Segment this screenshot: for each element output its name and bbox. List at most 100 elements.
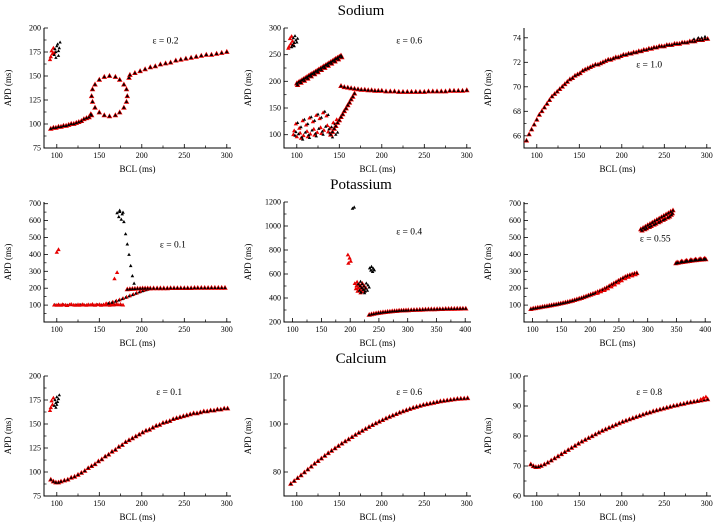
- svg-text:200: 200: [344, 325, 356, 334]
- svg-text:200: 200: [269, 318, 281, 327]
- svg-text:100: 100: [269, 420, 281, 429]
- svg-text:BCL (ms): BCL (ms): [600, 338, 636, 348]
- row-title-potassium: Potassium: [330, 177, 392, 193]
- svg-text:200: 200: [509, 284, 521, 293]
- chart-potassium-eps-0-4: 100 150 200 250 300 350 400 200 400 600 800 1000 120…: [240, 195, 480, 350]
- svg-text:70: 70: [513, 82, 521, 91]
- svg-text:ε = 0.6: ε = 0.6: [396, 37, 422, 47]
- chart-potassium-eps-0-1: 100 150 200 250 300 100 200 300 400 500 600 700 BCL …: [0, 195, 240, 350]
- svg-text:250: 250: [269, 50, 281, 59]
- svg-text:ε = 0.2: ε = 0.2: [153, 37, 179, 47]
- svg-text:ε = 0.1: ε = 0.1: [156, 388, 182, 398]
- svg-text:600: 600: [269, 270, 281, 279]
- row-sodium: Sodium 100 150 200 250 300 75 100 125 150 175 200 B…: [0, 2, 722, 176]
- svg-text:1000: 1000: [265, 222, 281, 231]
- plot-svg: 100 150 200 250 300 60 70 80 90 100 BCL (ms) APD (m…: [483, 372, 713, 523]
- svg-text:100: 100: [287, 325, 299, 334]
- svg-text:66: 66: [513, 131, 521, 140]
- potassium-charts: 100 150 200 250 300 100 200 300 400 500 600 700 BCL …: [0, 195, 722, 350]
- svg-text:ε = 0.6: ε = 0.6: [396, 388, 422, 398]
- svg-text:350: 350: [671, 325, 683, 334]
- svg-text:APD (ms): APD (ms): [3, 70, 13, 107]
- svg-text:80: 80: [273, 468, 281, 477]
- svg-text:350: 350: [431, 325, 443, 334]
- plot-svg: 100 150 200 250 300 350 400 100 200 300 400 500 600 7…: [483, 199, 711, 348]
- svg-text:75: 75: [33, 144, 41, 153]
- svg-text:250: 250: [658, 499, 670, 508]
- svg-text:400: 400: [459, 325, 471, 334]
- svg-text:ε = 0.4: ε = 0.4: [396, 227, 422, 237]
- svg-text:150: 150: [29, 420, 41, 429]
- svg-text:250: 250: [373, 325, 385, 334]
- svg-text:75: 75: [33, 492, 41, 501]
- chart-calcium-eps-0-8: 100 150 200 250 300 60 70 80 90 100 BCL (ms) APD (m…: [480, 369, 720, 524]
- svg-text:500: 500: [29, 233, 41, 242]
- svg-text:300: 300: [642, 325, 654, 334]
- svg-text:100: 100: [291, 151, 303, 160]
- svg-text:200: 200: [136, 499, 148, 508]
- svg-text:74: 74: [513, 33, 521, 42]
- chart-calcium-eps-0-1: 100 150 200 250 300 75 100 125 150 175 200 BCL (ms)…: [0, 369, 240, 524]
- svg-text:100: 100: [527, 325, 539, 334]
- plot-svg: 100 150 200 250 300 66 68 70 72 74 BCL (ms) APD (ms…: [483, 28, 713, 174]
- svg-text:150: 150: [555, 325, 567, 334]
- svg-text:ε = 0.8: ε = 0.8: [636, 388, 662, 398]
- svg-text:200: 200: [584, 325, 596, 334]
- calcium-charts: 100 150 200 250 300 75 100 125 150 175 200 BCL (ms)…: [0, 369, 722, 524]
- chart-sodium-eps-0-2: 100 150 200 250 300 75 100 125 150 175 200 BCL (ms)…: [0, 21, 240, 176]
- svg-text:BCL (ms): BCL (ms): [120, 338, 156, 348]
- svg-text:150: 150: [29, 72, 41, 81]
- svg-text:250: 250: [178, 499, 190, 508]
- svg-text:100: 100: [509, 372, 521, 381]
- svg-text:90: 90: [513, 402, 521, 411]
- svg-text:200: 200: [136, 325, 148, 334]
- svg-text:400: 400: [509, 250, 521, 259]
- svg-text:100: 100: [29, 120, 41, 129]
- svg-text:500: 500: [509, 233, 521, 242]
- plot-svg: 100 150 200 250 300 100 150 200 250 300 BCL (ms) AP…: [243, 24, 473, 175]
- svg-text:300: 300: [461, 499, 473, 508]
- row-potassium: Potassium 100 150 200 250 300 100 200 300 400 500…: [0, 176, 722, 350]
- svg-text:300: 300: [29, 267, 41, 276]
- svg-text:100: 100: [51, 325, 63, 334]
- svg-text:72: 72: [513, 58, 521, 67]
- svg-text:68: 68: [513, 107, 521, 116]
- svg-text:150: 150: [333, 151, 345, 160]
- svg-text:125: 125: [29, 444, 41, 453]
- svg-text:APD (ms): APD (ms): [483, 70, 493, 107]
- svg-text:800: 800: [269, 246, 281, 255]
- svg-text:120: 120: [269, 372, 281, 381]
- svg-text:BCL (ms): BCL (ms): [600, 164, 636, 174]
- svg-text:100: 100: [269, 130, 281, 139]
- svg-text:400: 400: [29, 250, 41, 259]
- svg-text:250: 250: [418, 151, 430, 160]
- svg-text:100: 100: [51, 151, 63, 160]
- svg-text:150: 150: [269, 104, 281, 113]
- svg-text:150: 150: [315, 325, 327, 334]
- chart-sodium-eps-0-6: 100 150 200 250 300 100 150 200 250 300 BCL (ms) AP…: [240, 21, 480, 176]
- svg-text:250: 250: [178, 151, 190, 160]
- row-calcium: Calcium 100 150 200 250 300 75 100 125 150 175 200…: [0, 350, 722, 524]
- svg-text:400: 400: [269, 294, 281, 303]
- plot-svg: 100 150 200 250 300 100 200 300 400 500 600 700 BCL …: [3, 199, 233, 348]
- svg-text:APD (ms): APD (ms): [3, 418, 13, 455]
- svg-text:BCL (ms): BCL (ms): [120, 164, 156, 174]
- row-title-sodium: Sodium: [337, 3, 385, 19]
- svg-text:250: 250: [613, 325, 625, 334]
- svg-text:175: 175: [29, 48, 41, 57]
- svg-text:300: 300: [221, 151, 233, 160]
- svg-text:200: 200: [616, 499, 628, 508]
- svg-text:300: 300: [402, 325, 414, 334]
- svg-text:100: 100: [531, 151, 543, 160]
- svg-text:150: 150: [573, 499, 585, 508]
- plot-svg: 100 150 200 250 300 350 400 200 400 600 800 1000 120…: [243, 198, 471, 349]
- svg-text:1200: 1200: [265, 198, 281, 207]
- svg-text:300: 300: [461, 151, 473, 160]
- svg-text:APD (ms): APD (ms): [243, 244, 253, 281]
- svg-text:ε = 0.55: ε = 0.55: [640, 235, 671, 245]
- svg-text:BCL (ms): BCL (ms): [600, 512, 636, 522]
- plot-svg: 100 150 200 250 300 80 100 120 BCL (ms) APD (ms) ε…: [243, 372, 473, 523]
- svg-text:BCL (ms): BCL (ms): [360, 164, 396, 174]
- svg-text:ε = 1.0: ε = 1.0: [636, 61, 662, 71]
